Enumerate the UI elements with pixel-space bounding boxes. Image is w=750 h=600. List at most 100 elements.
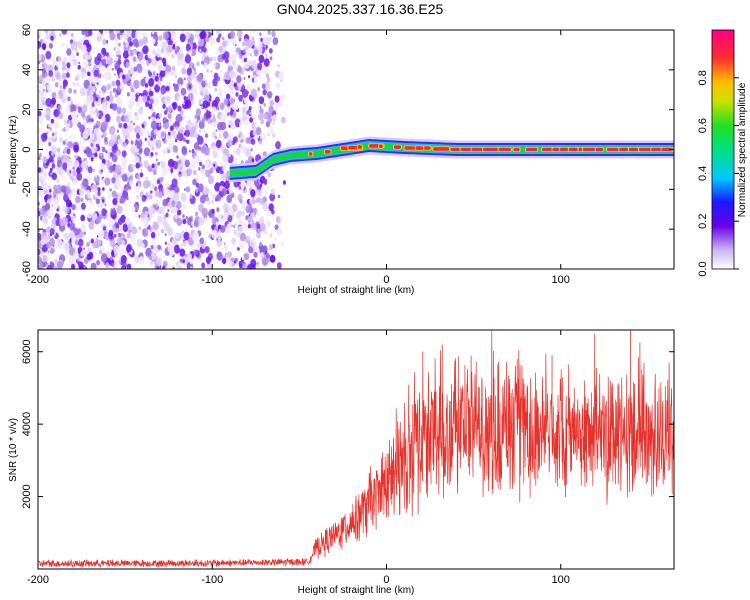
noise-speck [46, 226, 51, 234]
noise-speck [203, 62, 208, 69]
noise-speck [108, 229, 114, 237]
noise-speck [156, 257, 163, 267]
noise-speck [179, 33, 186, 43]
signal-hot [498, 147, 511, 152]
noise-speck [56, 147, 61, 153]
noise-speck [123, 122, 128, 129]
noise-speck [117, 217, 123, 226]
noise-speck [221, 215, 224, 219]
noise-speck [249, 117, 254, 123]
noise-speck [49, 189, 52, 193]
noise-speck [107, 77, 110, 81]
noise-speck [154, 84, 161, 93]
noise-speck [70, 212, 77, 221]
noise-speck [65, 105, 71, 113]
noise-speck [179, 258, 183, 263]
noise-speck [98, 90, 101, 94]
noise-speck [194, 154, 201, 164]
noise-speck [71, 204, 76, 211]
noise-speck [262, 201, 269, 212]
noise-speck [83, 150, 87, 154]
noise-speck [130, 87, 135, 93]
noise-speck [239, 198, 243, 204]
noise-speck [134, 204, 139, 211]
noise-speck [148, 116, 151, 120]
noise-speck [73, 213, 76, 217]
noise-speck [273, 236, 277, 241]
noise-speck [137, 107, 144, 116]
noise-speck [261, 83, 266, 90]
noise-speck [46, 253, 50, 257]
noise-speck [57, 117, 61, 121]
noise-speck [62, 162, 68, 171]
noise-speck [80, 223, 87, 233]
noise-speck [235, 206, 239, 211]
noise-speck [46, 264, 53, 269]
noise-speck [82, 130, 89, 140]
noise-speck [195, 211, 199, 217]
noise-speck [252, 30, 256, 35]
noise-speck [150, 145, 155, 152]
noise-speck [96, 259, 100, 266]
noise-speck [260, 37, 264, 42]
noise-speck [238, 37, 242, 42]
signal-hot [619, 147, 629, 152]
noise-speck [184, 66, 186, 70]
y-tick-label: 4000 [21, 412, 33, 436]
noise-speck [121, 235, 123, 239]
noise-speck [85, 189, 91, 196]
noise-speck [40, 244, 43, 248]
noise-speck [146, 180, 151, 188]
noise-speck [99, 62, 102, 66]
noise-speck [250, 189, 256, 198]
noise-speck [191, 48, 197, 57]
signal-hot [393, 145, 401, 149]
noise-speck [233, 63, 239, 70]
noise-speck [38, 35, 41, 39]
noise-speck [276, 227, 283, 236]
noise-speck [206, 127, 209, 130]
noise-speck [38, 53, 42, 61]
x-tick-label: -100 [201, 574, 223, 586]
noise-speck [134, 159, 137, 164]
noise-speck [111, 262, 115, 267]
noise-speck [243, 57, 247, 63]
noise-speck [256, 74, 259, 77]
noise-speck [143, 147, 151, 157]
x-tick-label: -200 [27, 574, 49, 586]
noise-speck [195, 188, 199, 193]
noise-speck [38, 84, 44, 92]
colorbar-frame [711, 29, 735, 270]
noise-speck [106, 214, 112, 223]
noise-speck [107, 57, 111, 61]
noise-speck [179, 83, 182, 87]
noise-speck [252, 223, 257, 231]
noise-speck [116, 223, 120, 229]
noise-speck [282, 180, 286, 185]
noise-speck [113, 73, 116, 77]
noise-speck [192, 244, 196, 249]
noise-speck [191, 42, 197, 51]
noise-speck [40, 238, 46, 246]
colorbar-tick-label: 0.4 [697, 166, 709, 181]
noise-speck [53, 120, 59, 129]
noise-speck [69, 222, 76, 231]
noise-speck [172, 45, 176, 50]
noise-speck [201, 262, 206, 269]
noise-speck [214, 88, 217, 92]
signal-hot [526, 147, 538, 152]
noise-speck [241, 106, 248, 116]
noise-speck [41, 198, 45, 204]
noise-speck [61, 43, 65, 48]
noise-speck [38, 152, 43, 158]
noise-speck [112, 87, 117, 93]
noise-speck [159, 69, 166, 78]
noise-speck [91, 109, 95, 115]
noise-speck [143, 218, 150, 228]
noise-speck [48, 70, 54, 77]
noise-speck [212, 56, 217, 62]
noise-speck [126, 244, 132, 253]
noise-speck [42, 102, 45, 106]
noise-speck [95, 216, 101, 224]
noise-speck [102, 226, 107, 231]
